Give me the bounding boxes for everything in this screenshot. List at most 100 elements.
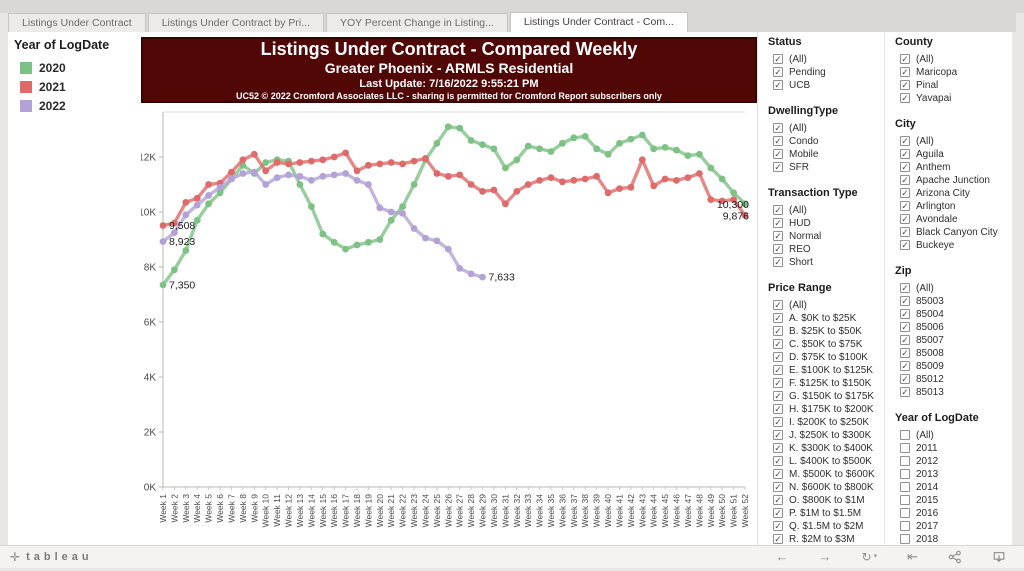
data-point-mark[interactable] [524, 142, 532, 150]
data-point-mark[interactable] [604, 189, 612, 197]
data-point-mark[interactable] [273, 159, 281, 166]
redo-icon[interactable]: → [818, 549, 832, 564]
data-point-mark[interactable] [638, 131, 646, 139]
data-point-mark[interactable] [467, 137, 475, 144]
filter-option-2012[interactable]: 2012 [895, 455, 1008, 467]
data-point-mark[interactable] [387, 216, 395, 224]
data-point-mark[interactable] [376, 204, 384, 212]
data-point-mark[interactable] [627, 183, 635, 191]
data-point-mark[interactable] [718, 175, 726, 183]
data-point-mark[interactable] [250, 168, 258, 176]
checkbox-checked-icon[interactable]: ✓ [773, 299, 783, 310]
data-point-mark[interactable] [228, 175, 235, 183]
data-point-mark[interactable] [353, 167, 361, 175]
data-point-mark[interactable] [444, 245, 452, 253]
data-point-mark[interactable] [581, 175, 589, 183]
data-point-mark[interactable] [718, 197, 726, 205]
data-point-mark[interactable] [502, 200, 509, 208]
filter-option-o-800k-to-1m[interactable]: ✓ O. $800K to $1M [768, 494, 880, 506]
data-point-mark[interactable] [456, 265, 464, 272]
data-point-mark[interactable] [342, 149, 349, 157]
download-icon[interactable] [992, 550, 1006, 564]
data-point-mark[interactable] [308, 203, 315, 210]
data-point-mark[interactable] [193, 194, 201, 202]
data-point-mark[interactable] [707, 196, 715, 203]
filter-option-anthem[interactable]: ✓ Anthem [895, 161, 1008, 173]
data-point-mark[interactable] [456, 124, 464, 132]
data-point-mark[interactable] [650, 182, 658, 190]
data-point-mark[interactable] [216, 183, 224, 191]
data-point-mark[interactable] [205, 200, 212, 208]
data-point-mark[interactable] [661, 144, 669, 151]
filter-option-g-150k-to-175k[interactable]: ✓ G. $150K to $175K [768, 390, 880, 402]
data-point-mark[interactable] [513, 156, 521, 164]
data-point-mark[interactable] [570, 177, 578, 184]
checkbox-unchecked-icon[interactable] [900, 521, 910, 531]
filter-option-pending[interactable]: ✓ Pending [768, 66, 880, 78]
filter-option-yavapai[interactable]: ✓ Yavapai [895, 92, 1008, 104]
data-point-mark[interactable] [410, 181, 418, 188]
data-point-mark[interactable] [399, 210, 406, 217]
filter-option--all-[interactable]: ✓ (All) [768, 122, 880, 134]
checkbox-checked-icon[interactable]: ✓ [900, 282, 910, 293]
checkbox-checked-icon[interactable]: ✓ [900, 347, 910, 358]
data-point-mark[interactable] [319, 156, 327, 164]
filter-option-i-200k-to-250k[interactable]: ✓ I. $200K to $250K [768, 416, 880, 428]
filter-option-b-25k-to-50k[interactable]: ✓ B. $25K to $50K [768, 325, 880, 337]
data-point-mark[interactable] [581, 133, 589, 140]
checkbox-unchecked-icon[interactable] [900, 534, 910, 544]
checkbox-checked-icon[interactable]: ✓ [773, 338, 783, 349]
filter-option-normal[interactable]: ✓ Normal [768, 230, 880, 242]
data-point-mark[interactable] [547, 148, 555, 155]
checkbox-checked-icon[interactable]: ✓ [900, 53, 910, 64]
data-point-mark[interactable] [524, 181, 532, 188]
checkbox-checked-icon[interactable]: ✓ [773, 325, 783, 336]
data-point-mark[interactable] [536, 177, 543, 184]
data-point-mark[interactable] [159, 222, 167, 229]
checkbox-checked-icon[interactable]: ✓ [773, 230, 783, 241]
data-point-mark[interactable] [239, 156, 247, 164]
data-point-mark[interactable] [513, 188, 521, 195]
data-point-mark[interactable] [490, 145, 498, 153]
data-point-mark[interactable] [467, 181, 475, 188]
checkbox-unchecked-icon[interactable] [900, 456, 910, 466]
data-point-mark[interactable] [330, 238, 338, 246]
checkbox-checked-icon[interactable]: ✓ [773, 416, 783, 427]
checkbox-checked-icon[interactable]: ✓ [900, 386, 910, 397]
filter-option-85007[interactable]: ✓ 85007 [895, 334, 1008, 346]
checkbox-checked-icon[interactable]: ✓ [900, 373, 910, 384]
filter-option-sfr[interactable]: ✓ SFR [768, 161, 880, 173]
tableau-logo[interactable]: ✛ tableau [10, 550, 93, 564]
data-point-mark[interactable] [285, 160, 292, 168]
filter-option-85008[interactable]: ✓ 85008 [895, 347, 1008, 359]
data-point-mark[interactable] [673, 146, 680, 154]
data-point-mark[interactable] [696, 170, 703, 177]
filter-option-buckeye[interactable]: ✓ Buckeye [895, 239, 1008, 251]
filter-option--all-[interactable]: ✓ (All) [895, 282, 1008, 294]
sheet-tab-1[interactable]: Listings Under Contract [8, 13, 146, 32]
filter-option-apache-junction[interactable]: ✓ Apache Junction [895, 174, 1008, 186]
data-point-mark[interactable] [456, 171, 464, 179]
data-point-mark[interactable] [730, 196, 737, 203]
data-point-mark[interactable] [467, 270, 475, 278]
data-point-mark[interactable] [319, 172, 327, 180]
data-point-mark[interactable] [273, 174, 281, 181]
filter-option-2014[interactable]: 2014 [895, 481, 1008, 493]
filter-option-r-2m-to-3m[interactable]: ✓ R. $2M to $3M [768, 533, 880, 545]
filter-option-85012[interactable]: ✓ 85012 [895, 373, 1008, 385]
filter-option-hud[interactable]: ✓ HUD [768, 217, 880, 229]
data-point-mark[interactable] [422, 155, 429, 162]
legend-item-2022[interactable]: 2022 [14, 96, 141, 115]
data-point-mark[interactable] [319, 230, 327, 238]
checkbox-unchecked-icon[interactable] [900, 443, 910, 453]
filter-option-black-canyon-city[interactable]: ✓ Black Canyon City [895, 226, 1008, 238]
data-point-mark[interactable] [193, 216, 201, 224]
data-point-mark[interactable] [433, 170, 441, 177]
data-point-mark[interactable] [433, 139, 441, 147]
checkbox-checked-icon[interactable]: ✓ [773, 533, 783, 544]
filter-option-h-175k-to-200k[interactable]: ✓ H. $175K to $200K [768, 403, 880, 415]
data-point-mark[interactable] [342, 245, 349, 253]
data-point-mark[interactable] [182, 199, 190, 206]
checkbox-checked-icon[interactable]: ✓ [900, 334, 910, 345]
filter-option-85004[interactable]: ✓ 85004 [895, 308, 1008, 320]
